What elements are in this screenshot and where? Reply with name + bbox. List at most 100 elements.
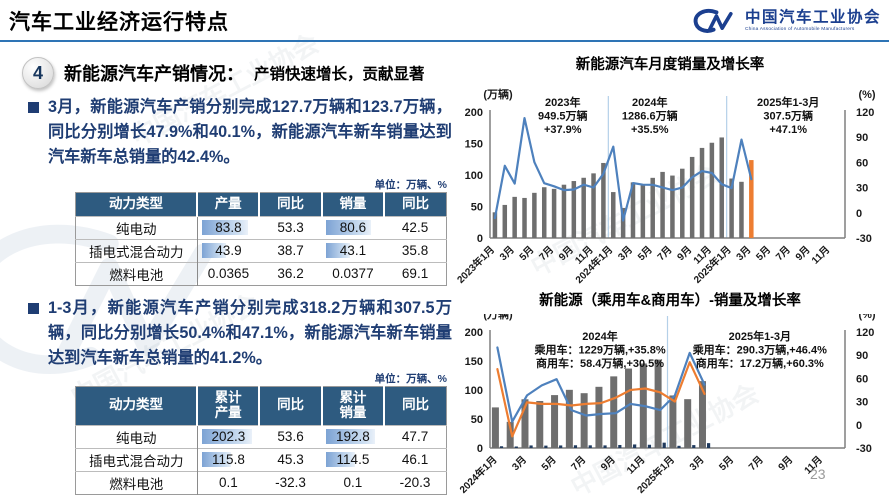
bar-乘用车销量 [654, 359, 662, 448]
caam-logo-icon [693, 8, 733, 33]
bullet-square-icon [28, 303, 39, 314]
x-axis-tick: 3月 [616, 244, 635, 263]
right-axis-tick: 30 [856, 397, 868, 409]
chart-annotation: +35.5% [631, 124, 669, 136]
section-number-badge: 4 [22, 57, 54, 89]
right-axis-tick: 120 [856, 327, 874, 339]
chart-annotation: +47.1% [769, 124, 807, 136]
bar-商用车销量 [603, 445, 607, 448]
chart-annotation: 2024年 [582, 329, 617, 343]
right-axis-tick: 30 [856, 183, 868, 195]
bar-乘用车销量 [625, 368, 633, 448]
bar-月度销量 [571, 181, 577, 238]
left-axis-tick: 50 [471, 414, 483, 426]
column-header: 动力类型 [75, 192, 197, 217]
right-axis-tick: -30 [856, 443, 872, 455]
bar-乘用车销量 [521, 399, 529, 448]
column-header: 同比 [383, 386, 447, 426]
left-axis-tick: 100 [465, 170, 483, 182]
bar-月度销量 [601, 162, 606, 238]
bar-月度销量 [561, 184, 567, 238]
bar-商用车销量 [706, 443, 711, 448]
x-axis-tick: 3月 [510, 454, 529, 473]
value-cell: 114.5 [321, 447, 385, 472]
bar-月度销量 [492, 212, 498, 238]
value-cell: 46.1 [384, 447, 447, 472]
x-axis-tick: 2023年1月 [454, 243, 497, 286]
line-商用车增长率 [496, 361, 706, 438]
bar-乘用车销量 [698, 381, 706, 448]
bar-月度销量 [541, 187, 547, 238]
section-heading-main: 新能源汽车产销情况： [64, 64, 244, 84]
bar-乘用车销量 [595, 386, 603, 448]
left-axis-unit-label: (万辆) [483, 87, 513, 101]
x-axis-tick: 3月 [497, 244, 516, 263]
right-axis-tick: 60 [856, 157, 868, 169]
x-axis-tick: 9月 [675, 244, 694, 263]
right-axis-tick: 0 [856, 208, 862, 220]
bullet-text: 3月，新能源汽车产销分别完成127.7万辆和123.7万辆，同比分别增长47.9… [48, 98, 452, 166]
bar-月度销量 [670, 175, 675, 238]
bar-商用车销量 [677, 445, 681, 448]
org-name-en: China Association of Automobile Manufact… [744, 26, 855, 32]
chart-annotation: 2023年 [545, 95, 580, 109]
value-cell: 115.8 [197, 447, 260, 472]
value-cell: 0.0365 [197, 261, 260, 286]
value-cell: 0.1 [321, 470, 385, 495]
value-cell: 43.9 [197, 238, 260, 263]
bar-月度销量 [532, 192, 537, 238]
section-heading-sub: 产销快速增长，贡献显著 [254, 66, 425, 83]
header-divider [0, 40, 889, 42]
bar-乘用车销量 [684, 399, 692, 448]
bar-商用车销量 [662, 442, 666, 448]
value-cell: -32.3 [259, 470, 322, 495]
bar-商用车销量 [573, 445, 578, 448]
value-cell: 45.3 [259, 447, 322, 472]
x-axis-tick: 7月 [537, 244, 556, 263]
left-axis-tick: 150 [465, 139, 483, 151]
value-cell: 192.8 [321, 424, 385, 449]
bullet-q1-summary: 1-3月，新能源汽车产销分别完成318.2万辆和307.5万辆，同比分别增长50… [28, 296, 452, 371]
bar-月度销量 [650, 177, 655, 238]
section-heading: 4 新能源汽车产销情况： 产销快速增长，贡献显著 [22, 57, 425, 89]
x-axis-tick: 3月 [687, 454, 706, 473]
right-axis-tick: 60 [856, 373, 868, 385]
bar-月度销量 [680, 168, 685, 238]
bar-商用车销量 [559, 445, 563, 448]
data-bar [325, 220, 371, 236]
row-label: 燃料电池 [75, 470, 198, 495]
chart-pv-cv-nev-sales: 新能源（乘用车&商用车）-销量及增长率 0 50 100 150 200 -30 0 30 60… [453, 290, 887, 500]
value-cell: 69.1 [384, 261, 447, 286]
value-cell: -20.3 [384, 470, 447, 495]
column-header: 累计 产量 [195, 386, 260, 426]
bar-商用车销量 [618, 444, 622, 448]
chart-monthly-nev-sales: 新能源汽车月度销量及增长率 0 50 100 150 200 -30 0 30 60 90 120 (… [453, 54, 887, 293]
bar-乘用车销量 [536, 401, 544, 448]
x-axis-tick: 7月 [569, 454, 588, 473]
table-row: 插电式混合动力 43.9 38.7 43.1 35.8 [75, 238, 447, 263]
bar-乘用车销量 [491, 407, 499, 448]
right-axis-tick: 120 [856, 107, 874, 119]
chart-annotation: 商用车：17.2万辆,+60.3% [696, 356, 824, 370]
line-乘用车增长率 [496, 346, 706, 423]
value-cell: 36.2 [259, 261, 322, 286]
row-label: 插电式混合动力 [75, 447, 198, 472]
column-header: 同比 [258, 386, 322, 426]
table-row: 纯电动 202.3 53.6 192.8 47.7 [75, 424, 447, 449]
org-logo: 中国汽车工业协会 China Association of Automobile… [692, 5, 881, 37]
row-label: 纯电动 [75, 215, 198, 240]
column-header: 累计 销量 [320, 386, 385, 426]
data-bar [201, 243, 226, 259]
column-header: 销量 [320, 192, 385, 217]
bar-月度销量 [591, 173, 596, 238]
left-axis-tick: 0 [477, 443, 483, 455]
bar-月度销量 [620, 207, 626, 238]
x-axis-tick: 7月 [746, 454, 765, 473]
bar-月度销量 [551, 188, 557, 238]
bar-商用车销量 [544, 445, 548, 448]
bar-月度销量 [522, 197, 527, 238]
unit-note: 单位：万辆、% [374, 179, 447, 191]
bar-商用车销量 [529, 445, 533, 448]
